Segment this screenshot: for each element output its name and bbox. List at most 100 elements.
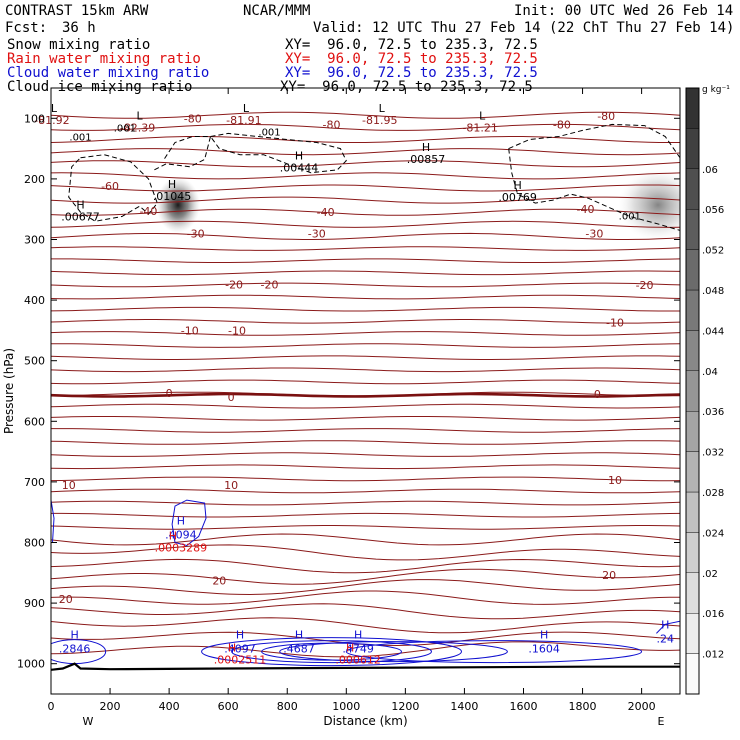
cloud-water-contour [345,640,643,664]
y-tick-label: 1000 [17,658,45,671]
x-tick-label: 800 [277,700,298,713]
colorbar-swatch [685,208,700,250]
isotherm-label: 20 [602,569,616,582]
org-label: NCAR/MMM [243,3,311,19]
colorbar-swatch [685,572,700,614]
cloud-water-max-value: .4097 [224,642,256,655]
isotherm-line [51,488,680,494]
isotherm-line [51,172,680,180]
snow-max-shading [156,177,200,233]
high-marker: H [513,179,521,192]
colorbar-swatch [685,653,700,695]
colorbar-tick-label: .02 [702,569,718,580]
ice-contour [508,148,680,231]
valid-time: Valid: 12 UTC Thu 27 Feb 14 (22 ChT Thu … [313,20,735,36]
cloud-water-contour [261,642,402,661]
isotherm-line [51,391,680,397]
extremum-value: -82.39 [120,122,155,135]
y-tick-label: 100 [24,112,45,125]
isotherm-label: -30 [308,227,326,240]
low-marker: L [479,110,486,123]
colorbar-swatch [685,451,700,493]
y-tick-label: 200 [24,173,45,186]
colorbar-swatch [685,370,700,412]
isotherm-line [51,232,680,240]
colorbar-tick-label: .044 [702,326,724,337]
ice-contour [508,123,680,158]
isotherm-line [51,476,680,482]
isotherm-line [51,220,680,228]
isotherm-label: -10 [181,324,199,337]
low-marker: L [379,102,386,115]
extremum-value: .00857 [407,153,446,166]
cloud-water-contour [171,499,207,547]
isotherm-label: -80 [597,110,615,123]
cloud-water-contour [231,640,432,664]
colorbar-swatch [685,411,700,452]
isotherm-line [51,617,680,634]
x-tick-label: 1000 [332,700,360,713]
cloud-water-high-marker: H [70,628,78,641]
x-tick-label: 1400 [450,700,478,713]
snow-east-shading [618,169,680,241]
colorbar-tick-label: .036 [702,407,724,418]
isotherm-line [51,452,680,457]
cloud-water-contour [656,620,680,634]
ice-contour-label: .001 [114,123,136,134]
forecast-hours: 36 h [62,20,96,36]
cloud-water-contour [279,641,508,663]
colorbar-tick-label: .024 [702,528,724,539]
y-tick-label: 500 [24,355,45,368]
rain-max-value: .0003289 [155,542,208,555]
isotherm-label: -80 [323,118,341,131]
isotherm-label: -20 [261,278,279,291]
cloud-water-max-value: .1604 [528,642,560,655]
isotherm-label: 20 [59,593,73,606]
cloud-water-contour [201,637,462,667]
y-tick-label: 300 [24,234,45,247]
rain-high-marker: H [346,642,354,655]
isotherm-line [51,568,680,585]
ice-contour [68,154,158,222]
isotherm-label: -10 [606,317,624,330]
x-tick-label: 1600 [509,700,537,713]
isotherm-label: 0 [228,391,235,404]
isotherm-line [51,603,680,620]
high-marker: H [422,141,430,154]
colorbar-tick-label: .06 [702,165,718,176]
colorbar-swatch [685,128,700,169]
extremum-value: .01045 [153,190,192,203]
y-axis-label: Pressure (hPa) [2,348,16,434]
isotherm-line [51,590,680,605]
colorbar-swatch [685,491,700,533]
ice-contour [210,132,347,174]
extremum-value: -81.21 [462,122,497,135]
x-tick-label: 200 [100,700,121,713]
colorbar-tick-label: .016 [702,609,724,620]
isotherm-line [51,367,680,373]
y-tick-label: 800 [24,537,45,550]
cloud-water-high-marker: H [661,619,669,632]
extremum-value: .00769 [498,191,537,204]
y-tick-label: 900 [24,597,45,610]
high-marker: H [168,178,176,191]
ice-contour-label: .001 [258,128,280,139]
west-label: W [83,715,94,728]
cloud-water-contour [51,639,107,665]
isotherm-line [51,111,680,119]
colorbar-tick-label: .056 [702,205,724,216]
freezing-level-line [51,392,680,398]
y-tick-label: 700 [24,476,45,489]
isotherm-label: -10 [228,324,246,337]
field-cloud-water-xy: XY= 96.0, 72.5 to 235.3, 72.5 [285,65,538,81]
isotherm-line [51,500,680,506]
field-snow-xy: XY= 96.0, 72.5 to 235.3, 72.5 [285,37,538,53]
isotherm-line [51,136,680,143]
isotherm-line [51,306,680,312]
isotherm-label: 10 [62,479,76,492]
rain-max-value: .000612 [335,654,381,667]
isotherm-line [51,331,680,336]
isotherm-line [51,160,680,168]
isotherm-line [51,641,680,658]
high-marker: H [295,150,303,163]
